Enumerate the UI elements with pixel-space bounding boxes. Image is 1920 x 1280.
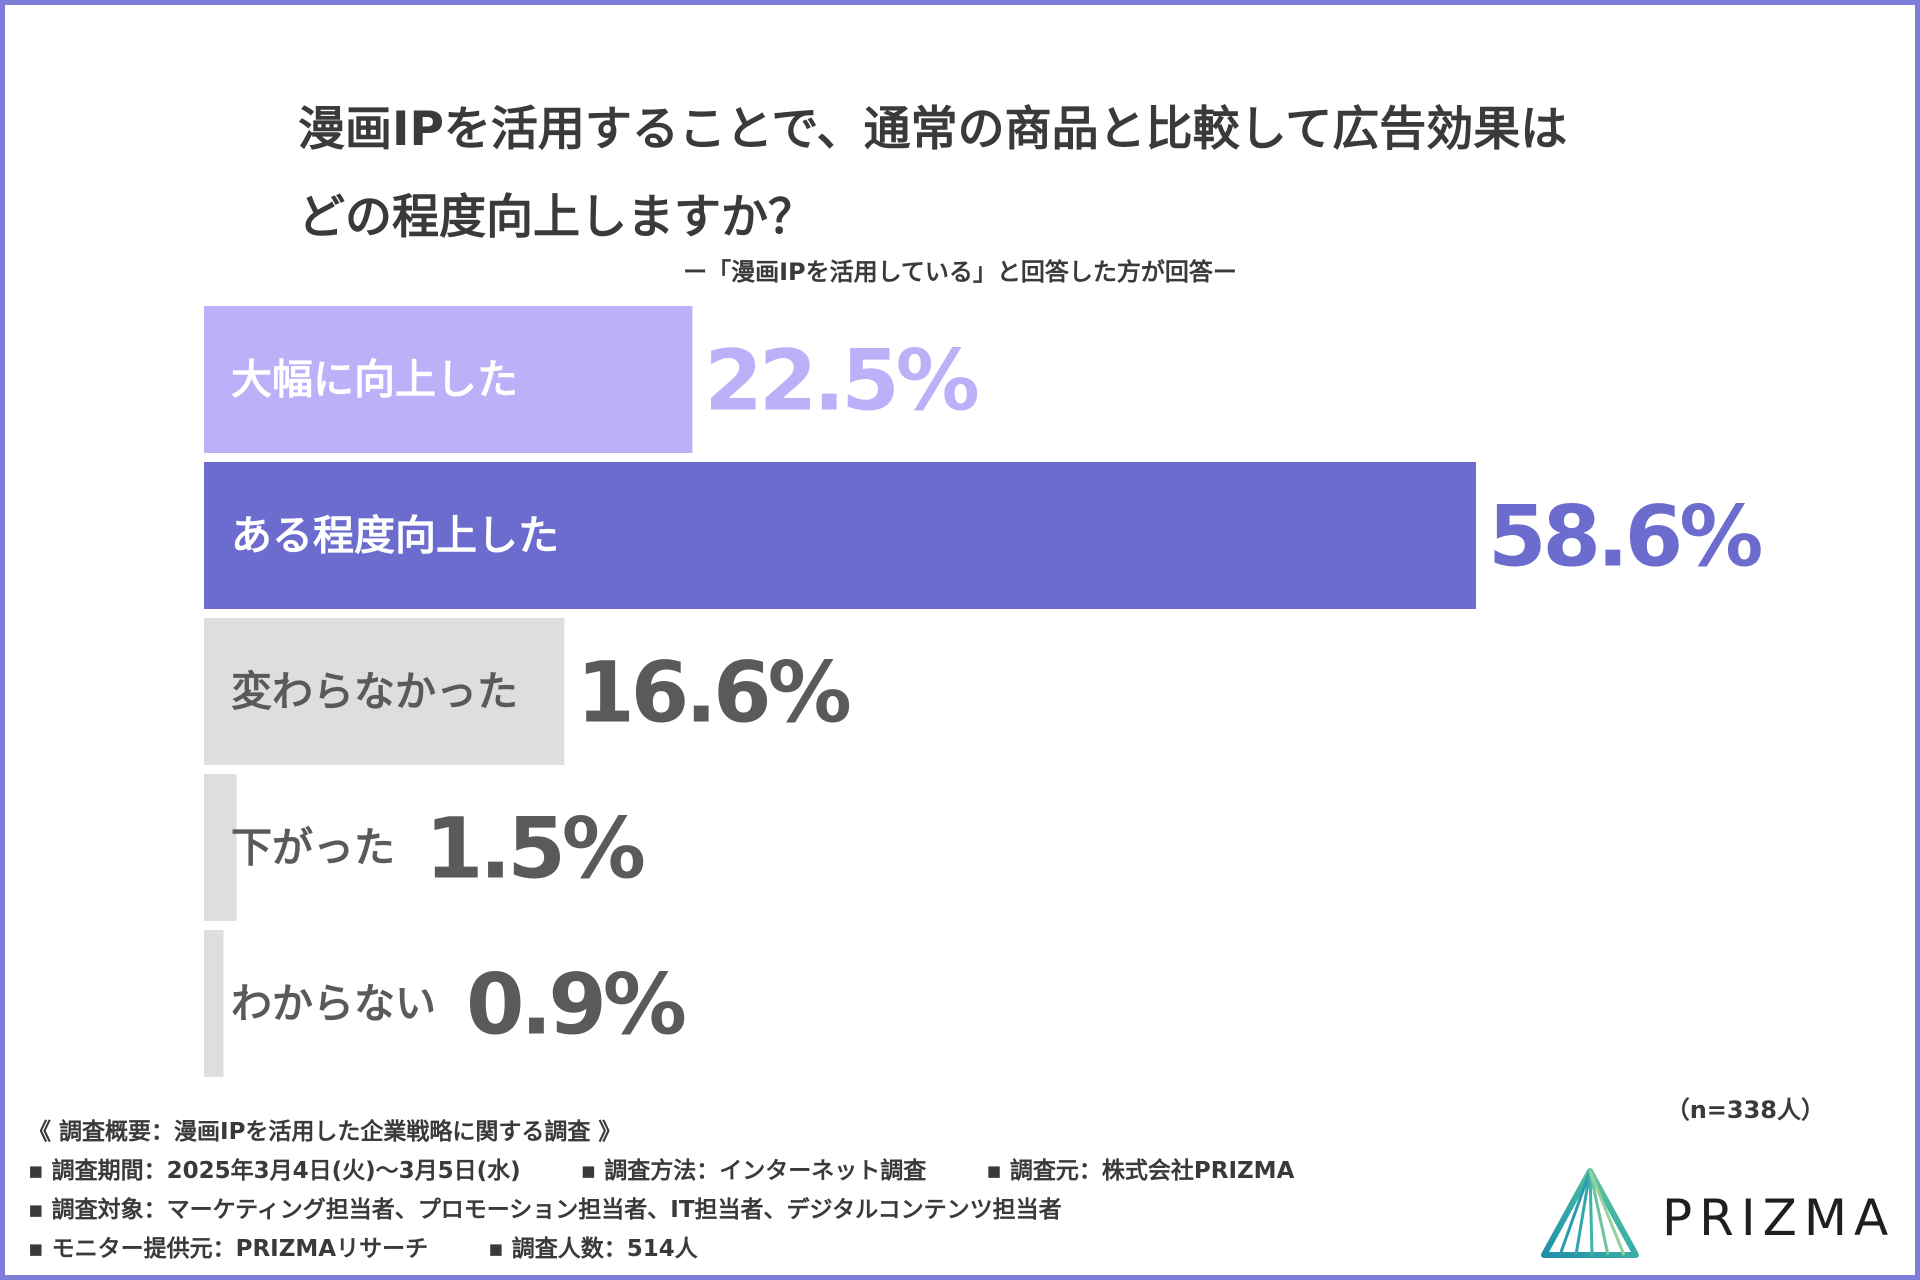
prizma-logo-mark-icon: [1541, 1168, 1639, 1258]
bar-1: [204, 462, 1476, 609]
bar-category-label-2: 変わらなかった: [231, 668, 518, 716]
survey-row-1: ▪ 調査期間：2025年3月4日(火)〜3月5日(水) ▪ 調査方法：インターネッ…: [28, 1152, 1294, 1191]
bar-category-label-0: 大幅に向上した: [231, 356, 518, 404]
chart-title-line-2: どの程度向上しますか？: [298, 190, 815, 245]
bar-value-label-1: 58.6%: [1488, 488, 1761, 586]
bar-value-label-2: 16.6%: [576, 644, 849, 742]
bar-4: [204, 930, 224, 1077]
bar-0: [204, 306, 693, 453]
bar-value-label-3: 1.5%: [425, 800, 644, 898]
survey-heading: 《 調査概要：漫画IPを活用した企業戦略に関する調査 》: [28, 1119, 622, 1145]
survey-source: ▪ 調査元：株式会社PRIZMA: [986, 1158, 1295, 1184]
survey-target: ▪ 調査対象：マーケティング担当者、プロモーション担当者、IT担当者、デジタルコ…: [28, 1197, 1062, 1223]
bar-category-label-4: わからない: [231, 980, 436, 1028]
survey-monitor: ▪ モニター提供元：PRIZMAリサーチ: [28, 1236, 429, 1262]
survey-period: ▪ 調査期間：2025年3月4日(火)〜3月5日(水): [28, 1158, 521, 1184]
bar-3: [204, 774, 237, 921]
chart-subtitle: ー「漫画IPを活用している」と回答した方が回答ー: [683, 258, 1237, 286]
survey-count: ▪ 調査人数：514人: [488, 1236, 698, 1262]
bar-value-label-4: 0.9%: [466, 956, 685, 1054]
survey-method: ▪ 調査方法：インターネット調査: [580, 1158, 927, 1184]
sample-size-label: （n=338人）: [1665, 1096, 1825, 1124]
chart-title: 漫画IPを活用することで、通常の商品と比較して広告効果は どの程度向上しますか？: [298, 86, 1698, 262]
survey-row-3: ▪ モニター提供元：PRIZMAリサーチ ▪ 調査人数：514人: [28, 1230, 1294, 1269]
prizma-logo: PRIZMA: [1540, 1165, 1910, 1265]
bar-2: [204, 618, 565, 765]
bar-category-label-1: ある程度向上した: [231, 512, 559, 560]
prizma-logo-text: PRIZMA: [1662, 1189, 1896, 1247]
bar-value-label-0: 22.5%: [704, 332, 977, 430]
survey-summary: 《 調査概要：漫画IPを活用した企業戦略に関する調査 》 ▪ 調査期間：2025…: [28, 1113, 1294, 1269]
bar-category-label-3: 下がった: [231, 824, 395, 872]
chart-title-line-1: 漫画IPを活用することで、通常の商品と比較して広告効果は: [298, 102, 1568, 157]
